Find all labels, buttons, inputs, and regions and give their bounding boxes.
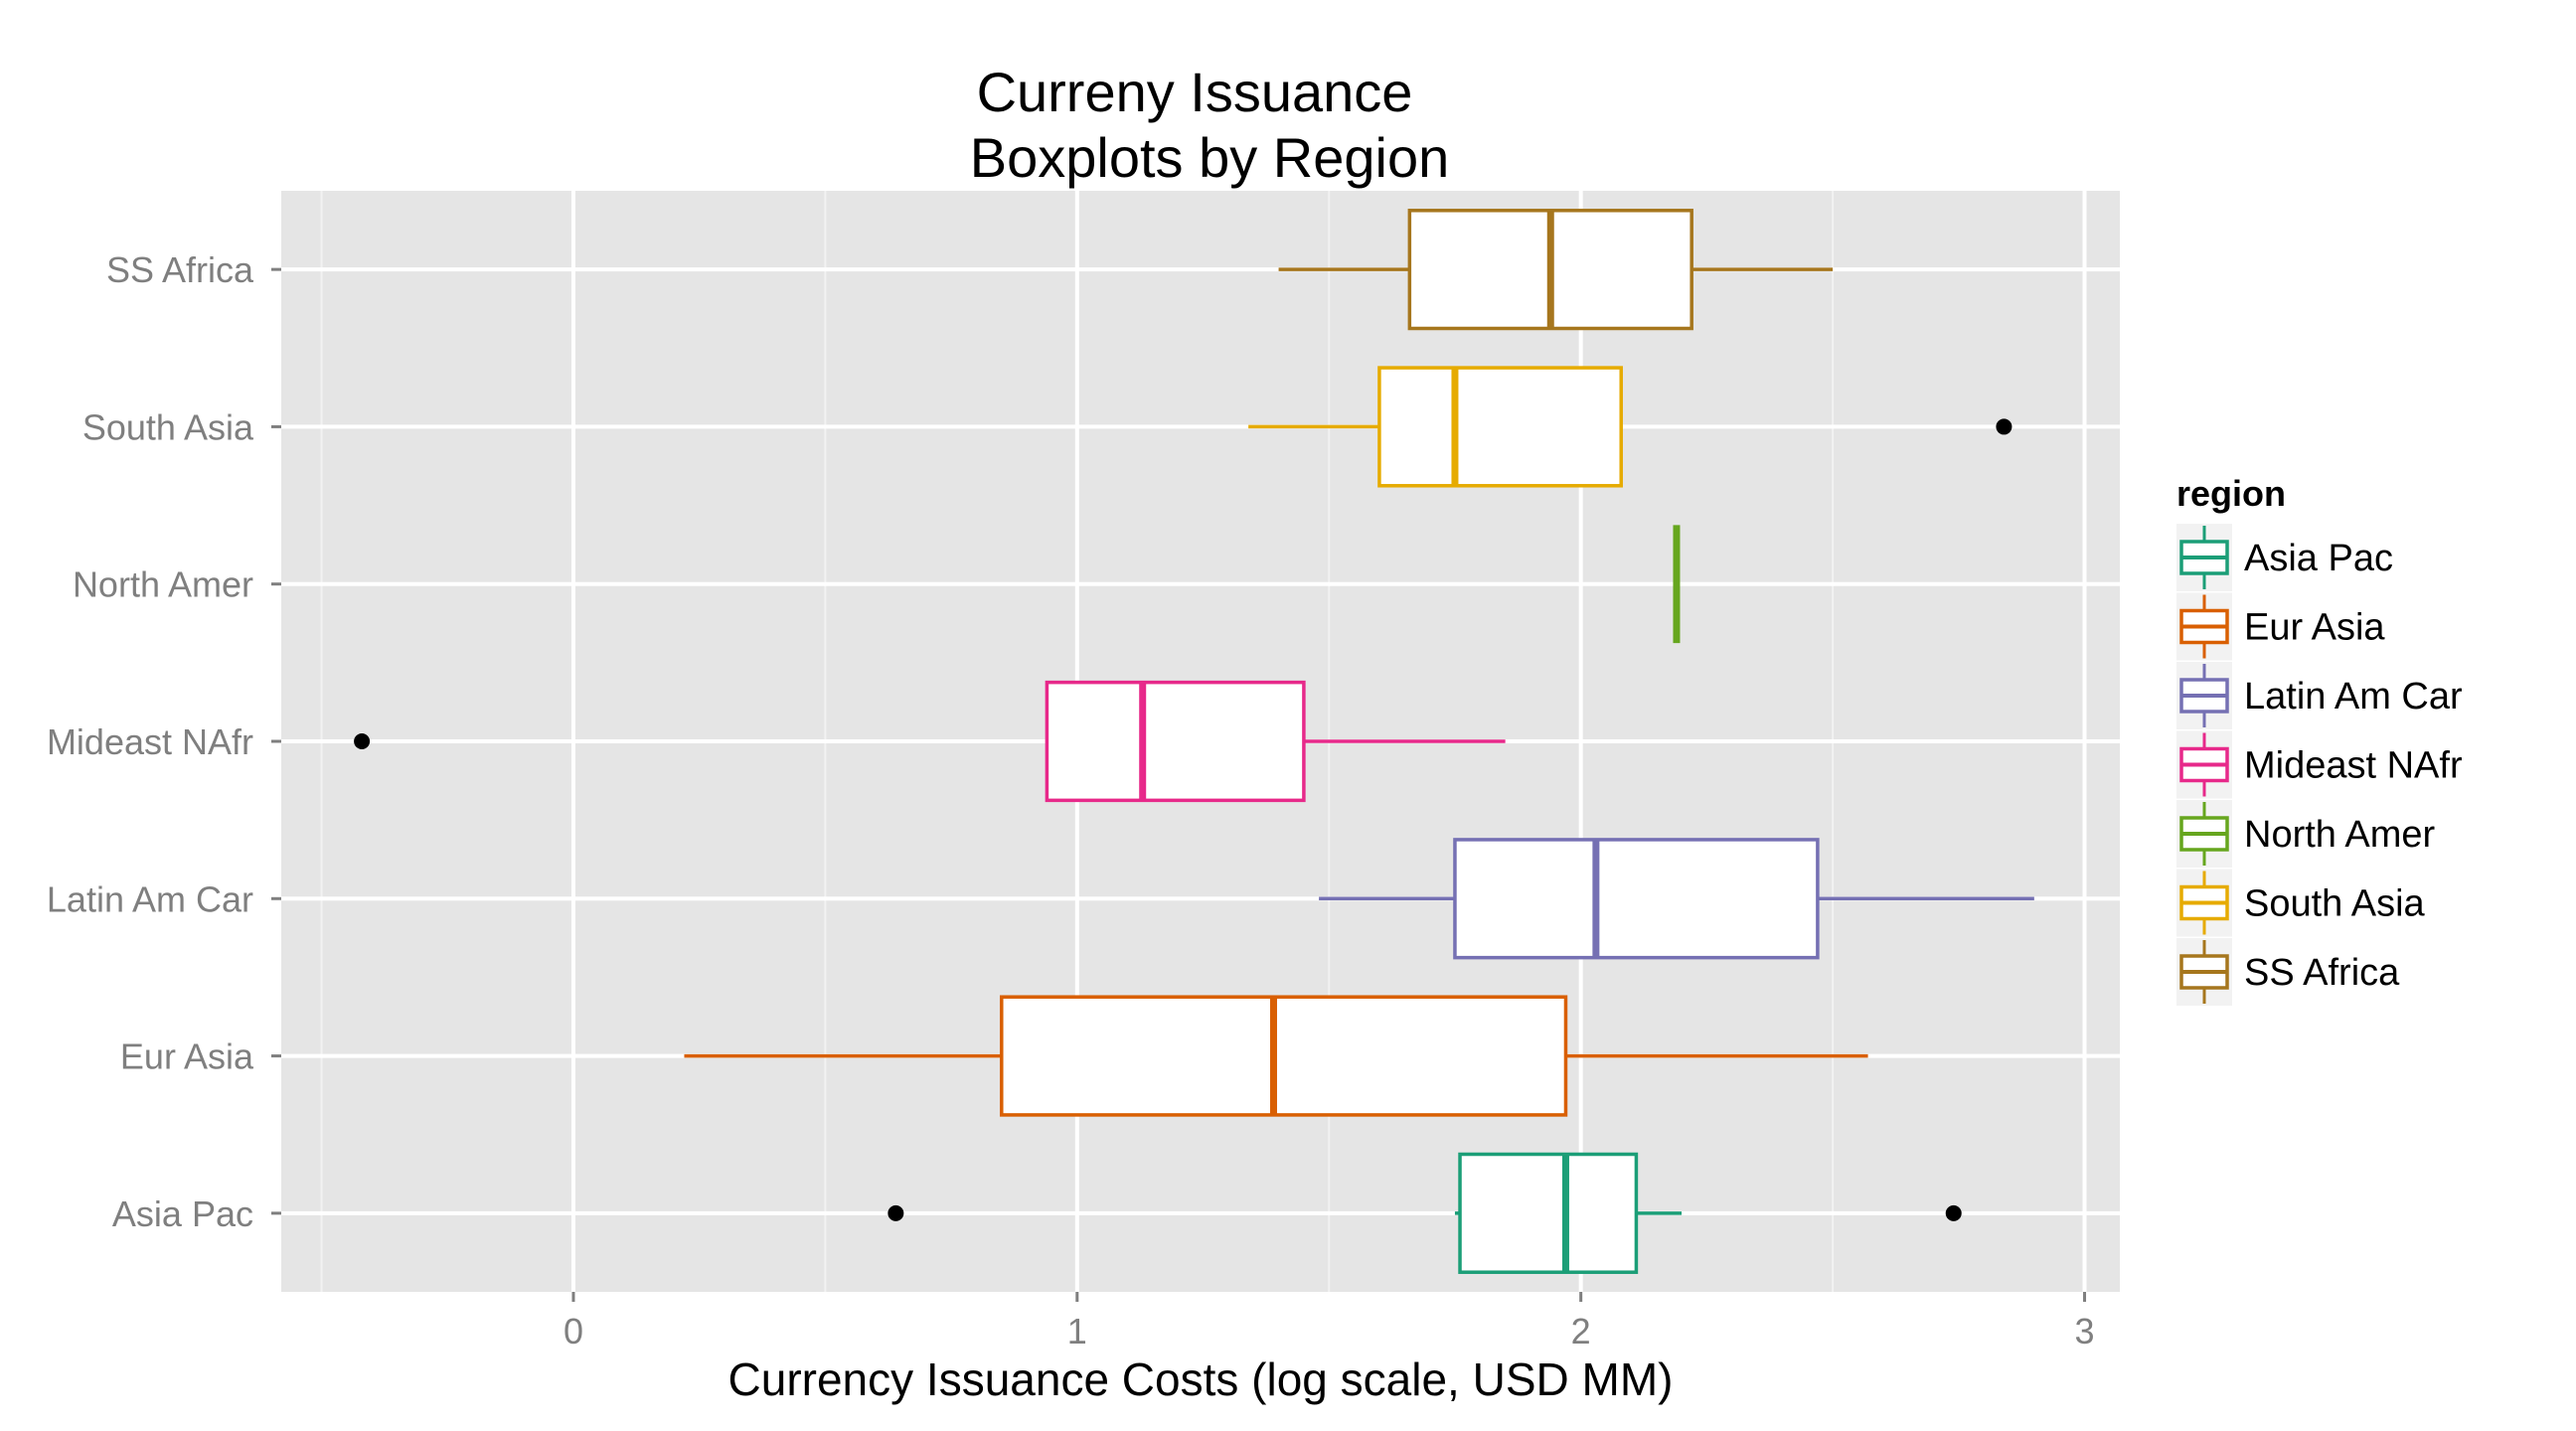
y-tick-label: Latin Am Car xyxy=(47,878,253,919)
y-tick-label: Asia Pac xyxy=(112,1193,253,1234)
legend-label: Latin Am Car xyxy=(2244,676,2463,717)
boxplot-asia-pac xyxy=(887,1152,1962,1274)
chart-title: Curreny Issuance xyxy=(977,61,1413,123)
legend-label: Eur Asia xyxy=(2244,607,2385,649)
y-tick-label: Mideast NAfr xyxy=(47,721,253,762)
legend-label: North Amer xyxy=(2244,814,2436,856)
y-tick-label: South Asia xyxy=(82,406,254,447)
y-tick-label: Eur Asia xyxy=(120,1036,254,1077)
outlier-point xyxy=(354,733,371,749)
box xyxy=(1453,838,1820,960)
x-axis: 0 1 2 3 xyxy=(564,1292,2095,1352)
legend-item-south-asia: South Asia xyxy=(2176,869,2426,937)
box xyxy=(1000,995,1568,1117)
outlier-point xyxy=(1996,418,2012,435)
y-tick-label: SS Africa xyxy=(106,249,254,290)
legend-label: South Asia xyxy=(2244,883,2426,925)
legend-item-asia-pac: Asia Pac xyxy=(2176,524,2393,591)
outlier-point xyxy=(1945,1204,1962,1221)
box xyxy=(1458,1152,1639,1274)
box xyxy=(1045,680,1306,803)
legend-title: region xyxy=(2176,473,2286,514)
boxplot-ss-africa xyxy=(1278,209,1834,331)
outlier-point xyxy=(887,1204,904,1221)
x-tick-label: 1 xyxy=(1067,1311,1087,1352)
legend-item-ss-africa: SS Africa xyxy=(2176,938,2400,1006)
legend-label: SS Africa xyxy=(2244,952,2400,994)
legend-item-latin-am-car: Latin Am Car xyxy=(2176,662,2463,729)
legend-item-eur-asia: Eur Asia xyxy=(2176,592,2385,661)
legend-label: Asia Pac xyxy=(2244,538,2393,579)
boxplot-series xyxy=(354,209,2034,1274)
boxplot-latin-am-car xyxy=(1319,838,2034,960)
x-tick-label: 3 xyxy=(2075,1311,2095,1352)
boxplot-south-asia xyxy=(1248,366,2012,488)
chart-subtitle: Boxplots by Region xyxy=(970,126,1450,189)
legend-item-north-amer: North Amer xyxy=(2176,800,2436,868)
legend-label: Mideast NAfr xyxy=(2244,745,2463,787)
legend: Asia Pac Eur Asia Latin Am Car Mideast NAfr… xyxy=(2176,524,2463,1006)
boxplot-eur-asia xyxy=(684,995,1868,1117)
box xyxy=(1377,366,1623,488)
y-axis: Asia Pac Eur Asia Latin Am Car Mideast NAfr… xyxy=(47,249,281,1234)
legend-item-mideast-nafr: Mideast NAfr xyxy=(2176,730,2463,799)
x-tick-label: 2 xyxy=(1571,1311,1591,1352)
y-tick-label: North Amer xyxy=(73,564,253,605)
boxplot-mideast-nafr xyxy=(354,680,1506,803)
x-tick-label: 0 xyxy=(564,1311,583,1352)
x-axis-title: Currency Issuance Costs (log scale, USD … xyxy=(728,1353,1674,1405)
